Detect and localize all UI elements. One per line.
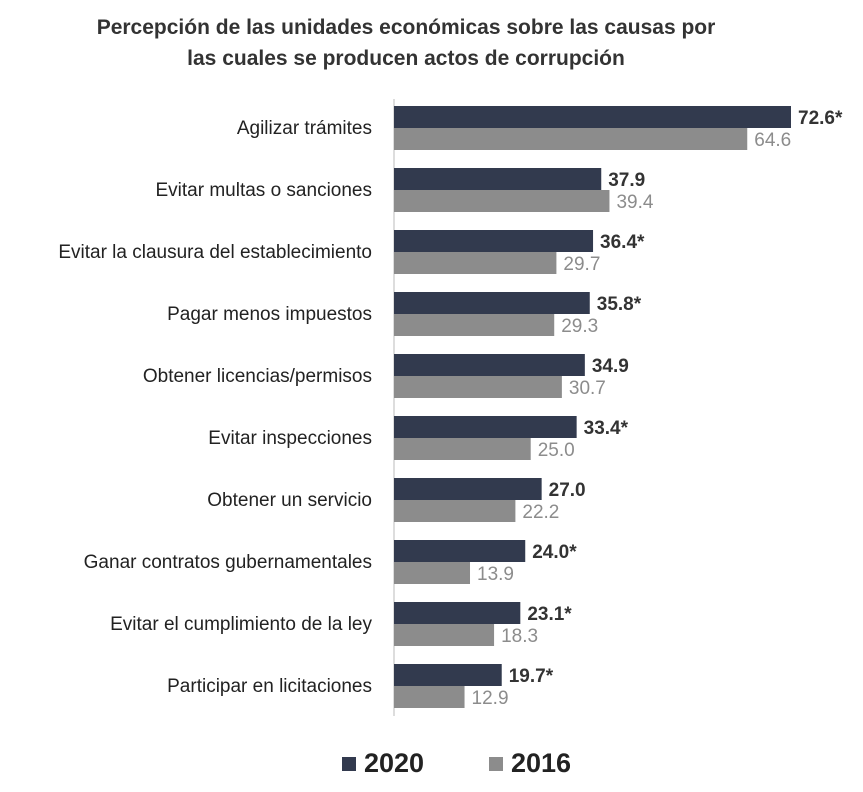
category-label: Evitar la clausura del establecimiento	[58, 242, 372, 263]
legend-swatch-2016	[489, 756, 503, 771]
bar-2016	[394, 128, 748, 150]
bar-2020	[394, 168, 602, 190]
data-label-2016: 22.2	[522, 502, 559, 523]
bar-2016	[394, 190, 610, 212]
bar-2016	[394, 438, 531, 460]
chart-title: Percepción de las unidades económicas so…	[0, 12, 812, 74]
category-label: Participar en licitaciones	[167, 676, 372, 697]
category-label: Pagar menos impuestos	[167, 304, 372, 325]
data-label-2020: 36.4*	[600, 232, 645, 253]
category-label: Obtener un servicio	[207, 490, 372, 511]
data-label-2020: 23.1*	[527, 604, 572, 625]
bar-2020	[394, 540, 526, 562]
category-label: Obtener licencias/permisos	[143, 366, 372, 387]
data-label-2016: 25.0	[538, 440, 575, 461]
bar-2020	[394, 354, 585, 376]
bar-2016	[394, 562, 471, 584]
data-label-2016: 29.3	[561, 316, 598, 337]
bar-2020	[394, 478, 542, 500]
data-label-2016: 64.6	[754, 130, 791, 151]
bar-2016	[394, 252, 557, 274]
bar-2016	[394, 500, 516, 522]
bar-2020	[394, 292, 590, 314]
data-label-2016: 18.3	[501, 626, 538, 647]
legend-item-2020: 2020	[342, 748, 424, 779]
data-label-2016: 29.7	[563, 254, 600, 275]
legend-swatch-2020	[342, 756, 356, 771]
category-label: Evitar el cumplimiento de la ley	[110, 614, 372, 635]
category-label: Ganar contratos gubernamentales	[84, 552, 372, 573]
data-label-2020: 35.8*	[597, 294, 642, 315]
bar-2016	[394, 314, 555, 336]
data-label-2016: 13.9	[477, 564, 514, 585]
bar-2016	[394, 686, 465, 708]
bar-2020	[394, 106, 791, 128]
legend-item-2016: 2016	[489, 748, 571, 779]
data-label-2016: 12.9	[472, 688, 509, 709]
data-label-2020: 37.9	[608, 170, 645, 191]
bar-2020	[394, 416, 577, 438]
category-label: Agilizar trámites	[237, 118, 372, 139]
data-label-2016: 30.7	[569, 378, 606, 399]
chart-title-line-1: Percepción de las unidades económicas so…	[96, 16, 716, 39]
data-label-2020: 33.4*	[584, 418, 629, 439]
category-label: Evitar inspecciones	[208, 428, 372, 449]
bar-2020	[394, 664, 502, 686]
bar-2020	[394, 230, 594, 252]
legend-label-2020: 2020	[364, 748, 425, 778]
legend-label-2016: 2016	[511, 748, 572, 778]
chart-legend: 2020 2016	[0, 748, 863, 784]
bar-2016	[394, 376, 562, 398]
data-label-2020: 24.0*	[532, 542, 577, 563]
category-label: Evitar multas o sanciones	[156, 180, 373, 201]
bar-2020	[394, 602, 521, 624]
data-label-2020: 19.7*	[509, 666, 554, 687]
data-label-2016: 39.4	[616, 192, 653, 213]
data-label-2020: 27.0	[549, 480, 586, 501]
data-label-2020: 72.6*	[798, 108, 843, 129]
chart-title-line-2: las cuales se producen actos de corrupci…	[187, 47, 625, 70]
bar-chart: Agilizar trámites 72.6* 64.6 Evitar multas …	[58, 99, 843, 716]
data-label-2020: 34.9	[592, 356, 629, 377]
bar-2016	[394, 624, 495, 646]
